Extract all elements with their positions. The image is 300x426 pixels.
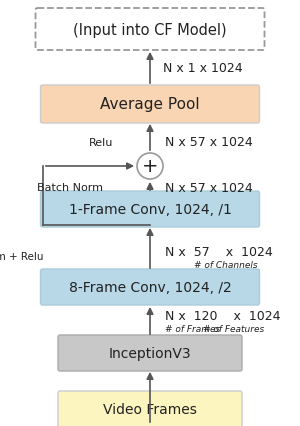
FancyBboxPatch shape [58,335,242,371]
Text: N x 1 x 1024: N x 1 x 1024 [163,61,243,74]
Text: Average Pool: Average Pool [100,97,200,112]
Text: +: + [142,157,158,176]
Text: N x 57 x 1024: N x 57 x 1024 [165,181,253,194]
Text: # of Features: # of Features [203,325,265,334]
Text: N x  57    x  1024: N x 57 x 1024 [165,245,273,258]
Text: InceptionV3: InceptionV3 [109,346,191,360]
Circle shape [137,154,163,180]
FancyBboxPatch shape [40,192,260,227]
Text: (Input into CF Model): (Input into CF Model) [73,23,227,37]
FancyBboxPatch shape [40,86,260,124]
Text: Relu: Relu [88,138,113,148]
Text: Batch Norm + Relu: Batch Norm + Relu [0,251,44,262]
FancyBboxPatch shape [35,9,265,51]
Text: 8-Frame Conv, 1024, /2: 8-Frame Conv, 1024, /2 [69,280,231,294]
Text: N x  120    x  1024: N x 120 x 1024 [165,310,280,323]
FancyBboxPatch shape [58,391,242,426]
Text: N x 57 x 1024: N x 57 x 1024 [165,136,253,149]
Text: Batch Norm: Batch Norm [37,183,103,193]
Text: 1-Frame Conv, 1024, /1: 1-Frame Conv, 1024, /1 [69,202,231,216]
Text: # of Frames: # of Frames [165,325,220,334]
FancyBboxPatch shape [40,269,260,305]
Text: Video Frames: Video Frames [103,402,197,416]
Text: # of Channels: # of Channels [194,260,258,269]
